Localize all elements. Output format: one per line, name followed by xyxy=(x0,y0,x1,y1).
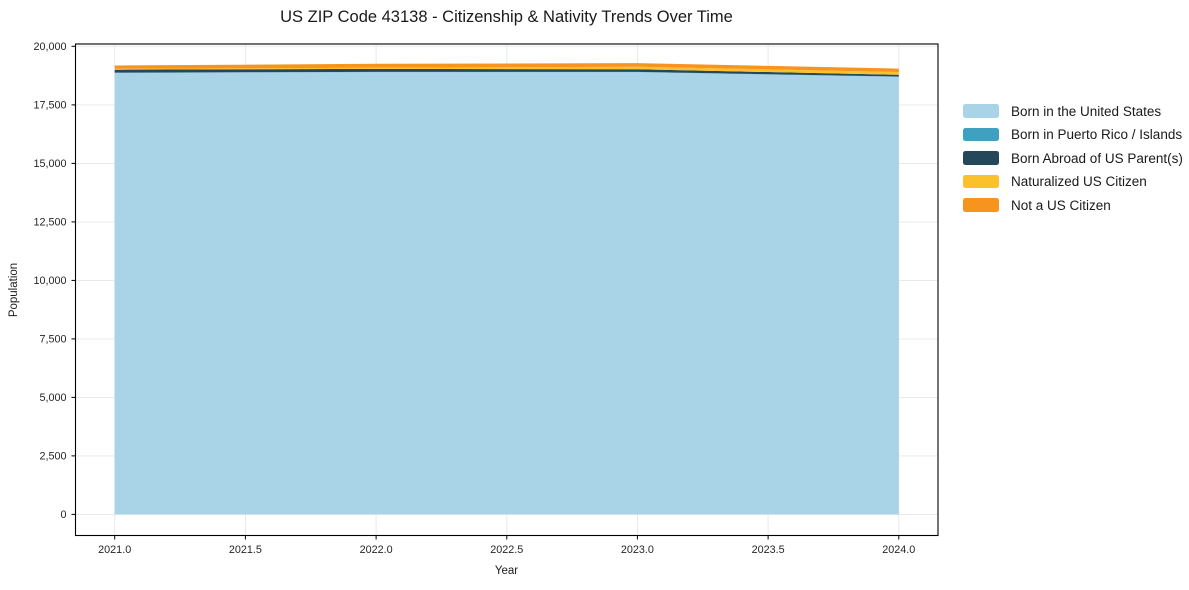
legend-label: Born in the United States xyxy=(1011,103,1162,119)
x-tick-label: 2023.5 xyxy=(752,544,785,556)
area-series-4 xyxy=(114,63,899,72)
legend-label: Not a US Citizen xyxy=(1011,197,1111,213)
y-tick-label: 5,000 xyxy=(39,392,66,404)
legend-item: Born in Puerto Rico / Islands xyxy=(963,127,1183,142)
legend-label: Born Abroad of US Parent(s) xyxy=(1011,150,1183,166)
legend-item: Born Abroad of US Parent(s) xyxy=(963,150,1183,166)
legend-swatch xyxy=(963,127,999,142)
x-tick-label: 2022.0 xyxy=(360,544,393,556)
x-tick-label: 2024.0 xyxy=(882,544,915,556)
y-tick-label: 0 xyxy=(60,509,66,521)
legend-swatch xyxy=(963,151,999,165)
y-tick-label: 17,500 xyxy=(33,100,66,112)
y-tick-label: 12,500 xyxy=(33,217,66,229)
legend-item: Naturalized US Citizen xyxy=(963,174,1183,189)
legend: Born in the United States Born in Puerto … xyxy=(963,103,1183,213)
legend-item: Born in the United States xyxy=(963,103,1183,119)
y-tick-label: 10,000 xyxy=(33,275,66,287)
legend-label: Born in Puerto Rico / Islands xyxy=(1011,127,1183,142)
x-tick-label: 2023.0 xyxy=(621,544,654,556)
y-tick-label: 15,000 xyxy=(33,158,66,170)
area-series-0 xyxy=(114,72,899,515)
legend-swatch xyxy=(963,174,999,189)
legend-swatch xyxy=(963,104,999,118)
area-series-2 xyxy=(114,68,899,77)
y-axis-label: Population xyxy=(8,262,20,318)
chart-title: US ZIP Code 43138 - Citizenship & Nativi… xyxy=(280,8,733,26)
area-series-3 xyxy=(114,66,899,75)
x-axis-label: Year xyxy=(494,565,519,577)
x-tick-label: 2022.5 xyxy=(490,544,523,556)
x-tick-label: 2021.5 xyxy=(229,544,262,556)
area-series-1 xyxy=(114,71,899,77)
y-tick-label: 2,500 xyxy=(39,451,66,463)
legend-item: Not a US Citizen xyxy=(963,197,1183,213)
y-tick-label: 20,000 xyxy=(33,41,66,53)
legend-swatch xyxy=(963,198,999,212)
plot-frame xyxy=(74,43,939,537)
legend-label: Naturalized US Citizen xyxy=(1011,174,1147,189)
y-tick-label: 7,500 xyxy=(39,334,66,346)
x-tick-label: 2021.0 xyxy=(98,544,131,556)
